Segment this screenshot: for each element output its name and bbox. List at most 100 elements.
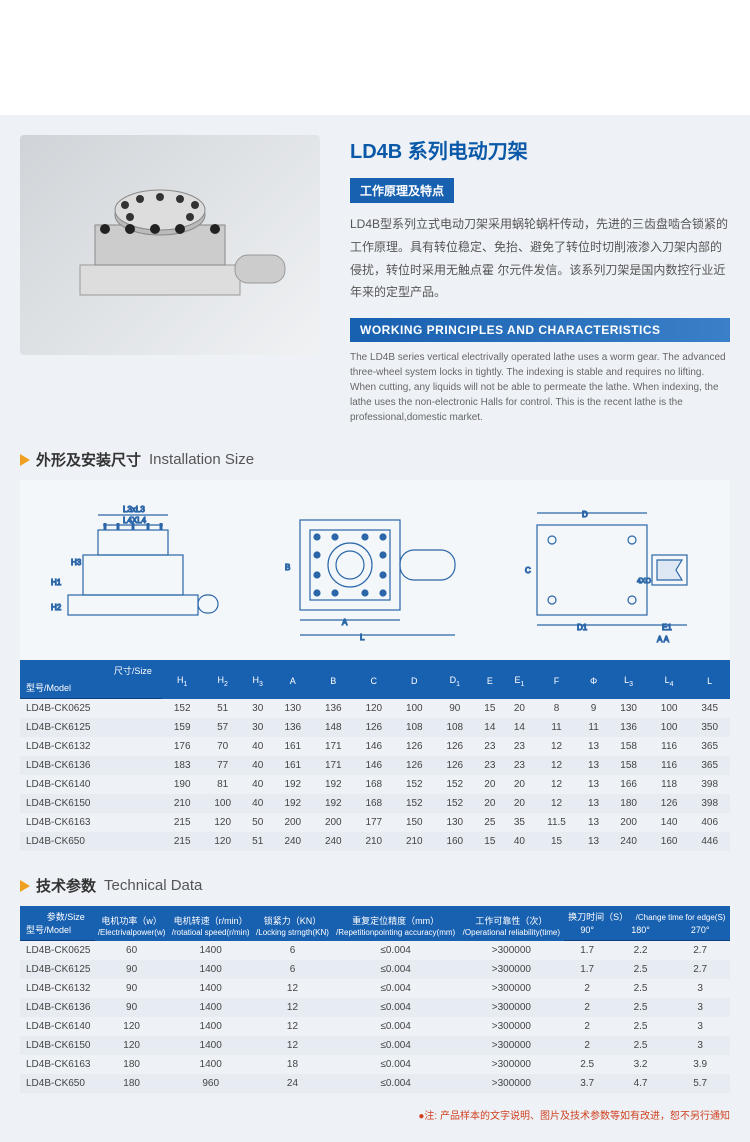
value-cell: 240: [273, 832, 314, 851]
value-cell: >300000: [459, 960, 564, 979]
description-en: The LD4B series vertical electrivally op…: [350, 350, 730, 425]
value-cell: 200: [313, 813, 354, 832]
value-cell: ≤0.004: [332, 941, 459, 961]
value-cell: 120: [95, 1036, 169, 1055]
value-cell: 120: [354, 699, 395, 719]
value-cell: 1400: [169, 1017, 253, 1036]
value-cell: 365: [689, 737, 730, 756]
value-cell: 200: [608, 813, 649, 832]
value-cell: 2.7: [670, 960, 730, 979]
value-cell: 12: [253, 998, 332, 1017]
value-cell: 12: [253, 979, 332, 998]
value-cell: 210: [354, 832, 395, 851]
value-cell: 40: [243, 794, 273, 813]
value-cell: ≤0.004: [332, 1074, 459, 1093]
value-cell: 2: [564, 998, 611, 1017]
value-cell: >300000: [459, 1017, 564, 1036]
principle-heading-cn: 工作原理及特点: [350, 178, 454, 203]
value-cell: 3.2: [611, 1055, 671, 1074]
svg-text:L4XL4: L4XL4: [123, 516, 147, 525]
value-cell: 100: [202, 794, 243, 813]
value-cell: 12: [253, 1036, 332, 1055]
value-cell: 345: [689, 699, 730, 719]
value-cell: 108: [435, 718, 476, 737]
top-blank: [0, 0, 750, 115]
value-cell: 108: [394, 718, 435, 737]
model-cell: LD4B-CK650: [20, 832, 162, 851]
value-cell: 2.5: [611, 979, 671, 998]
value-cell: 90: [95, 960, 169, 979]
value-cell: 1400: [169, 979, 253, 998]
value-cell: 3: [670, 998, 730, 1017]
tech-table-param-header: 参数/Size: [47, 912, 85, 922]
value-cell: 30: [243, 718, 273, 737]
value-cell: 20: [475, 794, 505, 813]
table-row: LD4B-CK613290140012≤0.004>30000022.53: [20, 979, 730, 998]
value-cell: 77: [202, 756, 243, 775]
model-cell: LD4B-CK650: [20, 1074, 95, 1093]
value-cell: 15: [475, 832, 505, 851]
value-cell: 2.5: [611, 1017, 671, 1036]
value-cell: >300000: [459, 941, 564, 961]
value-cell: 2.5: [611, 1036, 671, 1055]
value-cell: 158: [608, 737, 649, 756]
technical-drawings: L3xL3 L4XL4 H1 H2 H3 A L B D: [20, 480, 730, 660]
description-cn: LD4B型系列立式电动刀架采用蜗轮蜗杆传动，先进的三齿盘啮合锁紧的工作原理。具有…: [350, 213, 730, 304]
value-cell: 136: [313, 699, 354, 719]
tech-table: 参数/Size 电机功率（w）/Electrivalpower(w)电机转速（r…: [20, 906, 730, 1093]
size-table: 尺寸/SizeH1H2H3ABCDD1EE1FΦL3L4L 型号/Model L…: [20, 660, 730, 851]
table-row: LD4B-CK615021010040192192168152152202012…: [20, 794, 730, 813]
size-heading-en: Installation Size: [149, 451, 254, 468]
value-cell: 100: [649, 699, 690, 719]
model-cell: LD4B-CK6136: [20, 756, 162, 775]
value-cell: 20: [505, 699, 535, 719]
value-cell: 192: [313, 775, 354, 794]
value-cell: 25: [475, 813, 505, 832]
svg-text:H2: H2: [51, 603, 62, 612]
value-cell: >300000: [459, 1074, 564, 1093]
value-cell: ≤0.004: [332, 1017, 459, 1036]
value-cell: 3.9: [670, 1055, 730, 1074]
value-cell: 171: [313, 756, 354, 775]
value-cell: 2.5: [564, 1055, 611, 1074]
value-cell: 18: [253, 1055, 332, 1074]
value-cell: >300000: [459, 1036, 564, 1055]
value-cell: 11.5: [534, 813, 579, 832]
value-cell: 11: [534, 718, 579, 737]
svg-text:H1: H1: [51, 578, 62, 587]
value-cell: ≤0.004: [332, 979, 459, 998]
value-cell: 200: [273, 813, 314, 832]
table-row: LD4B-CK61259014006≤0.004>3000001.72.52.7: [20, 960, 730, 979]
value-cell: 1400: [169, 941, 253, 961]
table-row: LD4B-CK6140120140012≤0.004>30000022.53: [20, 1017, 730, 1036]
value-cell: 215: [162, 832, 203, 851]
value-cell: 12: [534, 756, 579, 775]
value-cell: 120: [202, 832, 243, 851]
value-cell: 161: [273, 756, 314, 775]
value-cell: 365: [689, 756, 730, 775]
value-cell: ≤0.004: [332, 998, 459, 1017]
tech-subcol-header: 180°: [611, 923, 671, 941]
value-cell: 40: [243, 756, 273, 775]
value-cell: 90: [95, 998, 169, 1017]
tech-heading-cn: 技术参数: [36, 875, 96, 896]
value-cell: 168: [354, 794, 395, 813]
model-cell: LD4B-CK6125: [20, 718, 162, 737]
value-cell: 210: [394, 832, 435, 851]
value-cell: 57: [202, 718, 243, 737]
table-row: LD4B-CK650215120512402402102101601540151…: [20, 832, 730, 851]
value-cell: 140: [649, 813, 690, 832]
value-cell: 177: [354, 813, 395, 832]
table-row: LD4B-CK616321512050200200177150130253511…: [20, 813, 730, 832]
svg-text:B: B: [285, 563, 290, 572]
value-cell: 176: [162, 737, 203, 756]
value-cell: 40: [505, 832, 535, 851]
value-cell: 146: [354, 737, 395, 756]
value-cell: 126: [649, 794, 690, 813]
svg-text:A A: A A: [657, 635, 670, 644]
value-cell: 20: [475, 775, 505, 794]
value-cell: 12: [534, 775, 579, 794]
model-cell: LD4B-CK6140: [20, 775, 162, 794]
value-cell: 24: [253, 1074, 332, 1093]
principle-heading-en: WORKING PRINCIPLES AND CHARACTERISTICS: [350, 318, 730, 342]
